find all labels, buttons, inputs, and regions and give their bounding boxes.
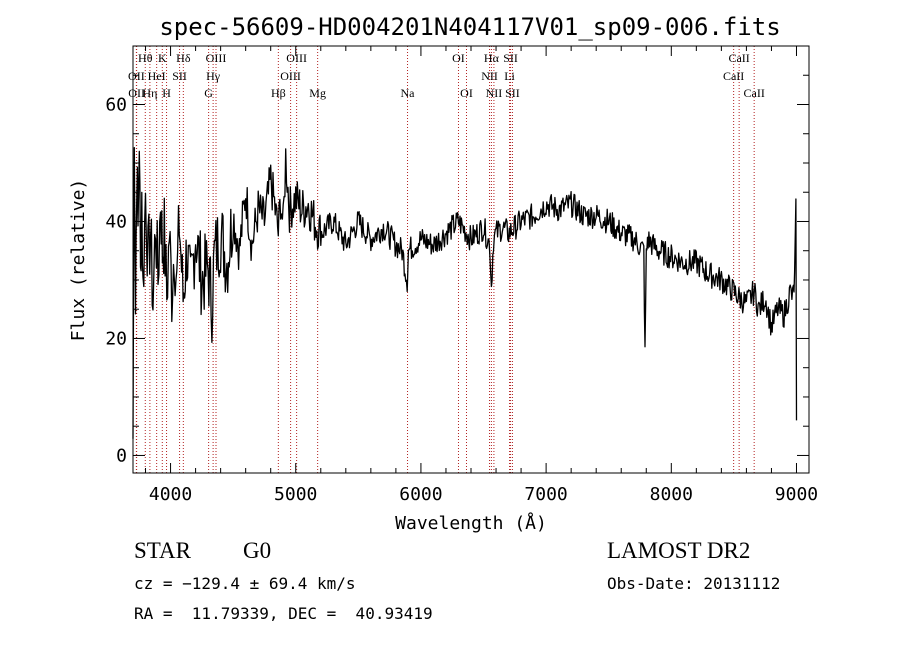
spectral-line-label-22: Mg bbox=[309, 86, 326, 100]
spectral-line-label-12: Hγ bbox=[206, 69, 221, 83]
spectral-line-label-5: OI bbox=[452, 51, 465, 65]
spectral-line-label-4: OIII bbox=[286, 51, 307, 65]
spectral-line-label-13: OIII bbox=[280, 69, 301, 83]
spectral-line-label-0: Hθ bbox=[138, 51, 153, 65]
spectral-line-label-19: H bbox=[162, 86, 171, 100]
spectral-line-markers bbox=[135, 46, 755, 473]
chart-title: spec-56609-HD004201N404117V01_sp09-006.f… bbox=[159, 13, 780, 41]
x-tick-label-5: 9000 bbox=[775, 484, 818, 505]
spectral-line-label-20: G bbox=[204, 86, 213, 100]
redshift-cz: cz = −129.4 ± 69.4 km/s bbox=[134, 574, 356, 593]
survey-name: LAMOST DR2 bbox=[607, 538, 751, 563]
spectral-line-label-24: OI bbox=[460, 86, 473, 100]
x-tick-label-1: 5000 bbox=[274, 484, 317, 505]
spectral-line-label-21: Hβ bbox=[271, 86, 286, 100]
x-tick-label-3: 7000 bbox=[524, 484, 567, 505]
observation-date: Obs-Date: 20131112 bbox=[607, 574, 781, 593]
spectral-line-label-11: SII bbox=[172, 69, 187, 83]
x-tick-label-4: 8000 bbox=[650, 484, 693, 505]
spectral-line-label-23: Na bbox=[401, 86, 416, 100]
spectral-line-label-26: SII bbox=[505, 86, 520, 100]
spectral-line-label-2: Hδ bbox=[176, 51, 191, 65]
y-axis-label: Flux (relative) bbox=[68, 179, 89, 342]
spectral-line-label-8: CaII bbox=[728, 51, 749, 65]
object-class: STAR bbox=[134, 538, 191, 563]
spectral-line-label-17: OII bbox=[128, 86, 145, 100]
x-axis-ticks: 4000 5000 6000 7000 8000 9000 bbox=[145, 46, 818, 505]
y-axis-ticks: 0 20 40 60 bbox=[105, 45, 809, 466]
spectral-line-label-3: OIII bbox=[206, 51, 227, 65]
y-tick-label-0: 0 bbox=[116, 445, 127, 466]
y-tick-label-2: 40 bbox=[105, 211, 127, 232]
spectral-line-label-14: NII bbox=[481, 69, 498, 83]
x-tick-label-0: 4000 bbox=[149, 484, 192, 505]
y-tick-label-3: 60 bbox=[105, 94, 127, 115]
spectral-line-label-1: K bbox=[158, 51, 167, 65]
spectral-line-label-9: OII bbox=[128, 69, 145, 83]
x-tick-label-2: 6000 bbox=[399, 484, 442, 505]
spectral-line-label-18: Hη bbox=[142, 86, 157, 100]
spectral-line-label-15: Li bbox=[504, 69, 515, 83]
y-tick-label-1: 20 bbox=[105, 328, 127, 349]
series-flux-line bbox=[132, 147, 798, 439]
object-subclass: G0 bbox=[243, 538, 272, 563]
spectral-line-label-7: SII bbox=[503, 51, 518, 65]
spectral-line-label-16: CaII bbox=[723, 69, 744, 83]
coordinates: RA = 11.79339, DEC = 40.93419 bbox=[134, 604, 433, 623]
spectral-line-label-6: Hα bbox=[484, 51, 500, 65]
spectrum-chart: spec-56609-HD004201N404117V01_sp09-006.f… bbox=[68, 13, 818, 534]
spectral-line-label-25: NII bbox=[486, 86, 503, 100]
spectral-line-label-27: CaII bbox=[744, 86, 765, 100]
x-axis-label: Wavelength (Å) bbox=[395, 512, 547, 534]
plot-frame bbox=[132, 45, 810, 474]
spectral-line-label-10: HeI bbox=[148, 69, 166, 83]
